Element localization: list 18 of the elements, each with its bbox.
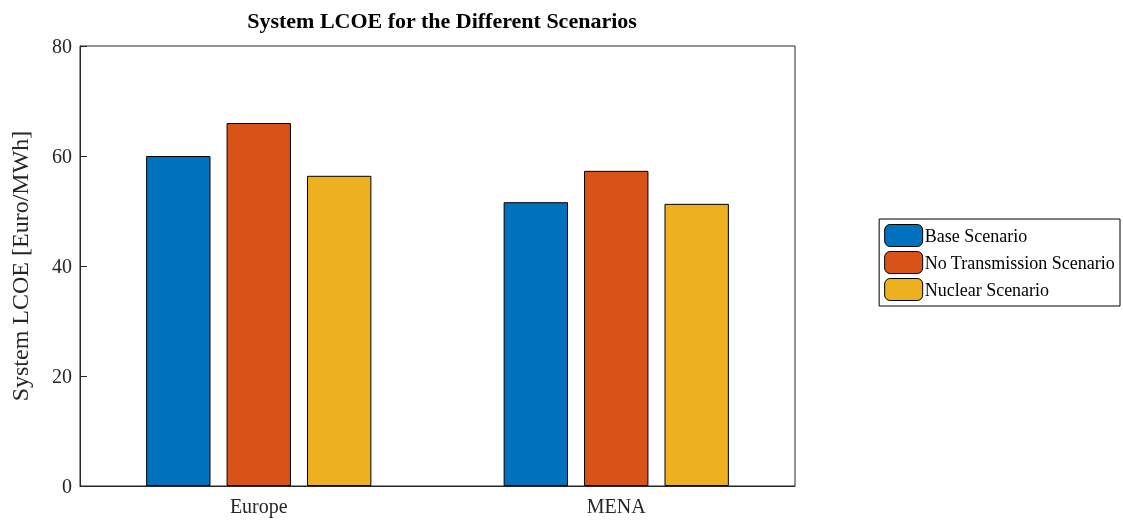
bar <box>307 175 372 486</box>
y-tick-label: 0 <box>62 475 72 497</box>
y-tick-label: 60 <box>52 145 72 167</box>
legend-label: Base Scenario <box>924 225 1028 246</box>
chart-title: System LCOE for the Different Scenarios <box>247 7 638 33</box>
bar <box>226 123 291 486</box>
x-tick-label: Europe <box>229 495 288 518</box>
bar <box>503 202 568 486</box>
y-tick-label: 80 <box>52 35 72 57</box>
x-tick-label: MENA <box>586 495 647 517</box>
y-tick-label: 20 <box>52 365 72 387</box>
bar <box>584 170 649 486</box>
bar <box>664 203 729 486</box>
bar <box>146 156 211 486</box>
y-tick-label: 40 <box>52 255 72 277</box>
legend-label: Nuclear Scenario <box>924 279 1050 300</box>
legend-label: No Transmission Scenario <box>924 252 1115 273</box>
y-axis-title: System LCOE [Euro/MWh] <box>7 130 33 402</box>
